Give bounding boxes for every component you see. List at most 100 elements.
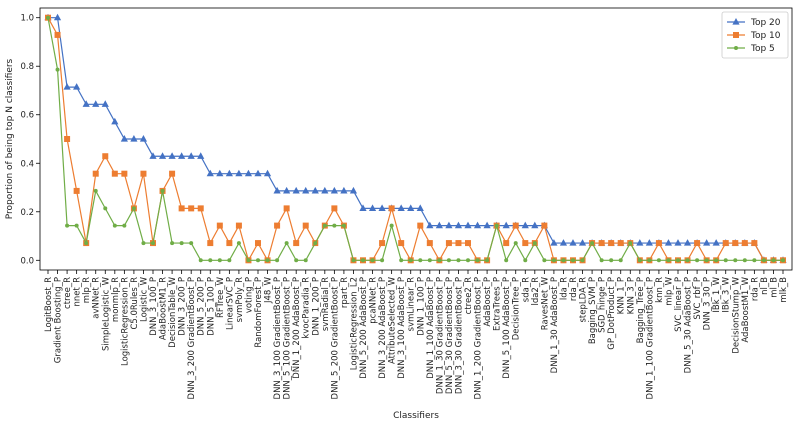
data-point — [340, 186, 348, 194]
data-point — [102, 153, 109, 160]
data-point — [292, 186, 300, 194]
legend-label: Top 20 — [750, 18, 781, 28]
data-point — [206, 169, 214, 177]
data-point — [227, 258, 232, 263]
data-point — [235, 222, 242, 229]
data-point — [397, 204, 405, 211]
data-point — [294, 258, 299, 263]
x-tick-label: DNN_1_100 GradientBoost_P — [645, 277, 655, 399]
x-tick-label: KNN_3_P — [626, 277, 636, 314]
x-tick-label: stepLDA_R — [579, 277, 589, 323]
data-point — [226, 240, 233, 247]
x-tick-label: RFTree_W — [216, 276, 226, 318]
data-point — [197, 152, 205, 159]
x-tick-label: Bagging_SVM_P — [588, 277, 598, 344]
x-tick-label: svmRadial_R — [321, 277, 331, 331]
x-tick-label: ml_B — [769, 277, 779, 298]
y-tick-label: 0.6 — [20, 111, 34, 121]
x-tick-label: SimpleLogistic_W — [101, 276, 111, 351]
x-tick-label: sda_R — [521, 277, 531, 302]
x-tick-label: DNN_5_30 AdaBoost_P — [684, 277, 694, 373]
data-point — [761, 258, 766, 263]
data-point — [683, 239, 692, 246]
data-point — [685, 258, 690, 263]
x-tick-label: DNN_5_200_P — [197, 277, 207, 336]
data-point — [426, 240, 433, 247]
data-point — [445, 221, 453, 229]
x-tick-label: DNN_3_100 AdaBoost_P — [397, 277, 407, 379]
legend-label: Top 10 — [750, 31, 781, 41]
data-point — [330, 186, 338, 194]
data-point — [187, 152, 195, 159]
x-tick-label: DNN_5_100 AdaBoost_P — [502, 277, 512, 379]
data-point — [361, 258, 365, 263]
data-point — [695, 258, 700, 263]
data-point — [723, 258, 728, 263]
data-point — [445, 240, 452, 247]
x-tick-label: Bagging_Tree_P — [636, 277, 646, 343]
data-point — [427, 258, 432, 263]
data-point — [741, 240, 748, 247]
data-point — [368, 204, 377, 211]
data-point — [664, 239, 673, 246]
x-tick-label: DNN_3_100 GradientBoost_P — [273, 277, 283, 399]
data-point — [370, 258, 375, 263]
data-point — [437, 258, 442, 263]
x-tick-label: svmLinear_R — [407, 277, 417, 331]
data-point — [704, 258, 709, 263]
data-point — [512, 222, 519, 229]
data-point — [485, 258, 490, 263]
data-point — [208, 258, 213, 263]
data-point — [263, 169, 272, 177]
data-point — [131, 206, 136, 211]
legend-item: Top 5 — [727, 44, 775, 54]
x-tick-label: pcaNNet_R — [369, 277, 379, 324]
data-point — [388, 205, 395, 212]
x-tick-label: DNN_1_30 GradientBoost_P — [435, 277, 445, 394]
data-point — [399, 258, 404, 263]
data-point — [571, 258, 575, 263]
data-point — [712, 239, 720, 246]
x-tick-label: DNN_1_200 GradientBoost_P — [474, 277, 484, 399]
data-point — [46, 15, 50, 20]
data-point — [188, 205, 195, 212]
data-point — [151, 241, 155, 246]
data-point — [302, 186, 310, 194]
y-tick-label: 0.0 — [20, 256, 34, 266]
x-tick-label: LogitBoost_R — [44, 277, 54, 332]
data-point — [599, 258, 604, 263]
data-point — [244, 169, 253, 177]
data-point — [111, 170, 118, 177]
data-point — [475, 258, 480, 263]
x-tick-label: DecisionStump_W — [731, 276, 741, 353]
data-point — [103, 206, 108, 211]
x-tick-label: nl_B — [760, 277, 770, 295]
data-point — [101, 100, 109, 107]
data-point — [256, 258, 260, 263]
x-tick-label: ctree_R — [63, 277, 73, 309]
plot-area — [39, 7, 793, 271]
x-tick-label: nnet_R — [73, 277, 83, 307]
x-tick-label: DNN_5_30 GradientBoost_P — [445, 277, 455, 394]
x-tick-label: DNN_3_100_P — [149, 277, 159, 336]
data-point — [398, 240, 405, 247]
data-point — [92, 100, 100, 107]
data-point — [559, 239, 568, 246]
data-point — [418, 258, 423, 263]
data-point — [379, 240, 386, 247]
data-point — [112, 223, 117, 228]
data-point — [426, 221, 434, 229]
data-point — [666, 258, 671, 263]
y-axis: 0.0 0.2 0.4 0.6 0.8 1.0 — [20, 14, 40, 266]
data-point — [111, 117, 119, 125]
data-point — [608, 240, 615, 247]
x-tick-label: rpart_R — [340, 277, 350, 308]
y-tick-label: 1.0 — [20, 14, 34, 24]
data-point — [160, 188, 165, 193]
x-tick-label: DNN_1_200 AdaBoost_P — [292, 277, 302, 379]
data-point — [416, 204, 424, 211]
x-axis-label: Classifiers — [393, 411, 439, 421]
data-point — [178, 152, 186, 159]
data-point — [189, 241, 194, 246]
data-point — [178, 205, 185, 212]
